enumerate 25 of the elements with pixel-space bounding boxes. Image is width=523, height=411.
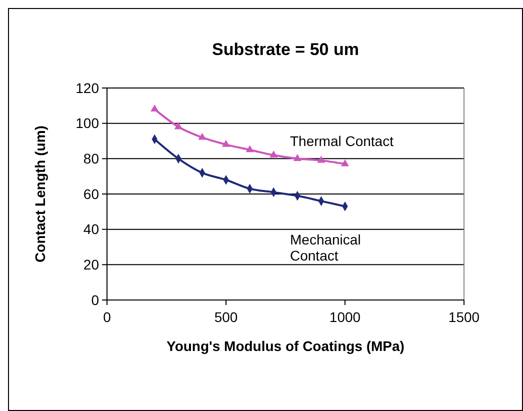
point [340,159,350,166]
x-tick-label: 500 [214,309,238,325]
y-tick-label: 100 [76,115,100,132]
point [293,154,302,161]
point [317,156,326,163]
y-tick-label: 60 [83,186,100,202]
y-axis-title: Contact Length (um) [32,126,48,262]
y-tick-label: 80 [83,150,100,167]
point [222,140,230,147]
x-tick-label: 1000 [329,309,361,325]
point [198,132,206,140]
point [246,145,254,152]
x-tick-label: 1500 [448,309,480,325]
chart-title: Substrate = 50 um [212,40,359,59]
x-tick-label: 0 [103,309,112,325]
series-label: Thermal Contact [290,132,394,149]
point [174,122,182,130]
x-axis-title: Young's Modulus of Coatings (MPa) [166,338,404,354]
y-tick-label: 0 [91,292,100,308]
point [270,150,278,158]
y-tick-label: 120 [76,80,100,96]
series-label: Mechanical Contact [290,232,361,264]
point [150,104,159,112]
y-tick-label: 40 [83,221,100,238]
y-tick-label: 20 [83,256,100,273]
